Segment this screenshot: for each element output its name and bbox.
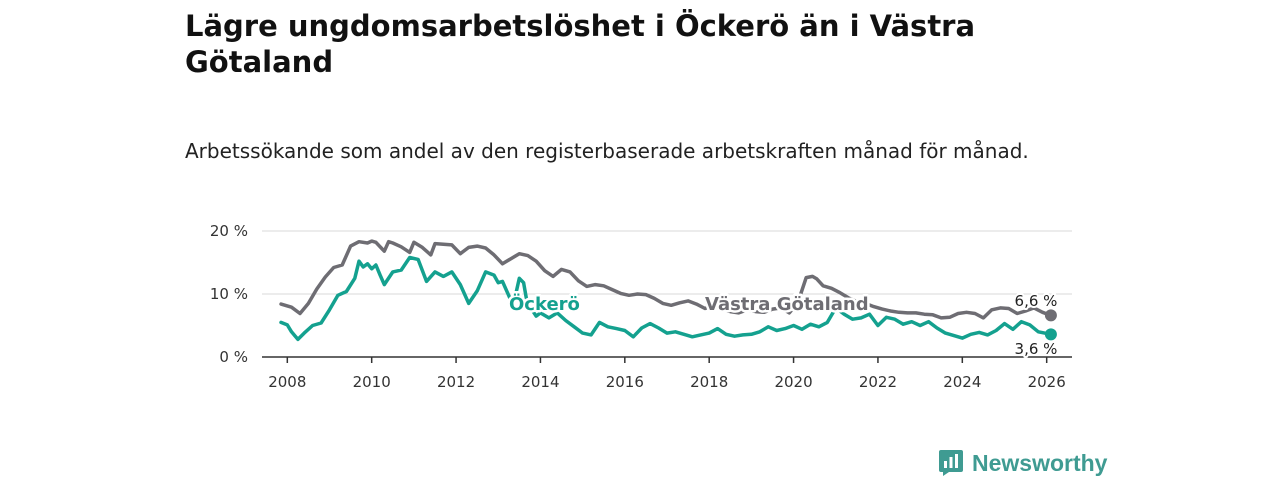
newsworthy-logo-icon [939, 450, 963, 476]
end-point-vastra-gotaland [1044, 309, 1057, 322]
x-tick-label: 2008 [268, 373, 306, 391]
end-point-ockero [1044, 328, 1057, 341]
y-tick-label: 20 % [210, 222, 248, 240]
x-tick-label: 2012 [437, 373, 475, 391]
x-axis-ticks: 2008 2010 2012 2014 2016 2018 2020 2022 2024 2026 [268, 357, 1066, 391]
line-vastra-gotaland [279, 239, 1053, 320]
x-tick-label: 2016 [606, 373, 644, 391]
x-tick-label: 2022 [859, 373, 897, 391]
x-tick-label: 2024 [943, 373, 981, 391]
x-tick-label: 2010 [353, 373, 391, 391]
y-tick-label: 0 % [219, 348, 248, 366]
x-tick-label: 2020 [774, 373, 812, 391]
newsworthy-brand[interactable]: Newsworthy [938, 449, 1107, 477]
series-label-ockero: Öckerö [509, 293, 580, 315]
y-axis-ticks: 0 % 10 % 20 % [210, 222, 248, 366]
end-value-label-vastra-gotaland: 6,6 % [1015, 292, 1058, 310]
x-tick-label: 2018 [690, 373, 728, 391]
y-tick-label: 10 % [210, 285, 248, 303]
chart-title: Lägre ungdomsarbetslöshet i Öckerö än i … [185, 9, 976, 79]
end-value-label-ockero: 3,6 % [1015, 340, 1058, 358]
chart-subtitle: Arbetssökande som andel av den registerb… [185, 139, 1029, 163]
line-ockero [279, 255, 1053, 342]
gridlines [262, 230, 1072, 295]
x-tick-label: 2026 [1028, 373, 1066, 391]
brand-name: Newsworthy [972, 449, 1108, 476]
series-label-vastra-gotaland: Västra Götaland [705, 294, 869, 315]
x-tick-label: 2014 [521, 373, 559, 391]
